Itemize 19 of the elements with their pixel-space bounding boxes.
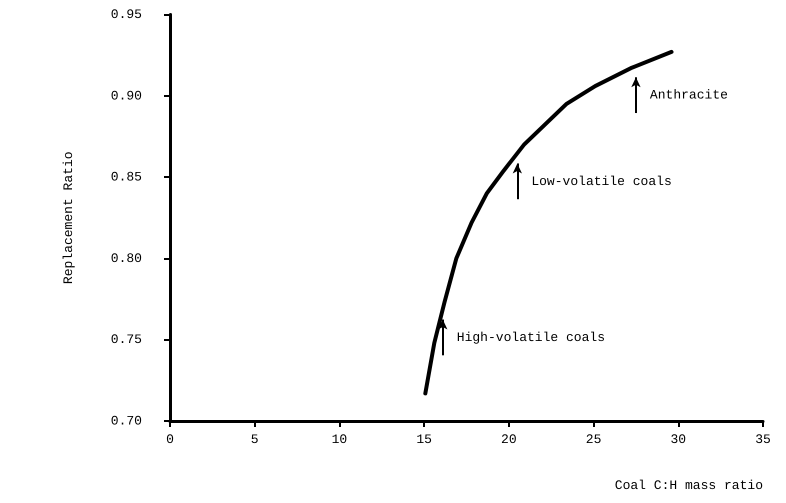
x-axis-title: Coal C:H mass ratio	[614, 478, 763, 493]
x-tick-label: 20	[501, 432, 517, 447]
x-tick-label: 35	[755, 432, 771, 447]
annotation: Anthracite	[650, 88, 728, 103]
y-tick-label: 0.85	[110, 170, 142, 185]
y-tick-label: 0.95	[110, 7, 142, 22]
y-axis-title: Replacement Ratio	[61, 151, 76, 284]
y-tick-label: 0.75	[110, 332, 142, 348]
annotation: High-volatile coals	[456, 330, 606, 345]
x-tick-label: 15	[416, 432, 432, 447]
x-tick-label: 30	[670, 432, 686, 447]
x-tick-label: 10	[332, 432, 348, 447]
x-tick-label: 5	[250, 432, 259, 447]
y-tick-label: 0.90	[110, 88, 142, 104]
x-tick-label: 0	[166, 432, 174, 447]
x-tick-label: 25	[586, 432, 602, 447]
y-tick-label: 0.70	[110, 414, 142, 428]
annotation: Low-volatile coals	[531, 174, 672, 189]
y-tick-label: 0.80	[110, 250, 142, 266]
